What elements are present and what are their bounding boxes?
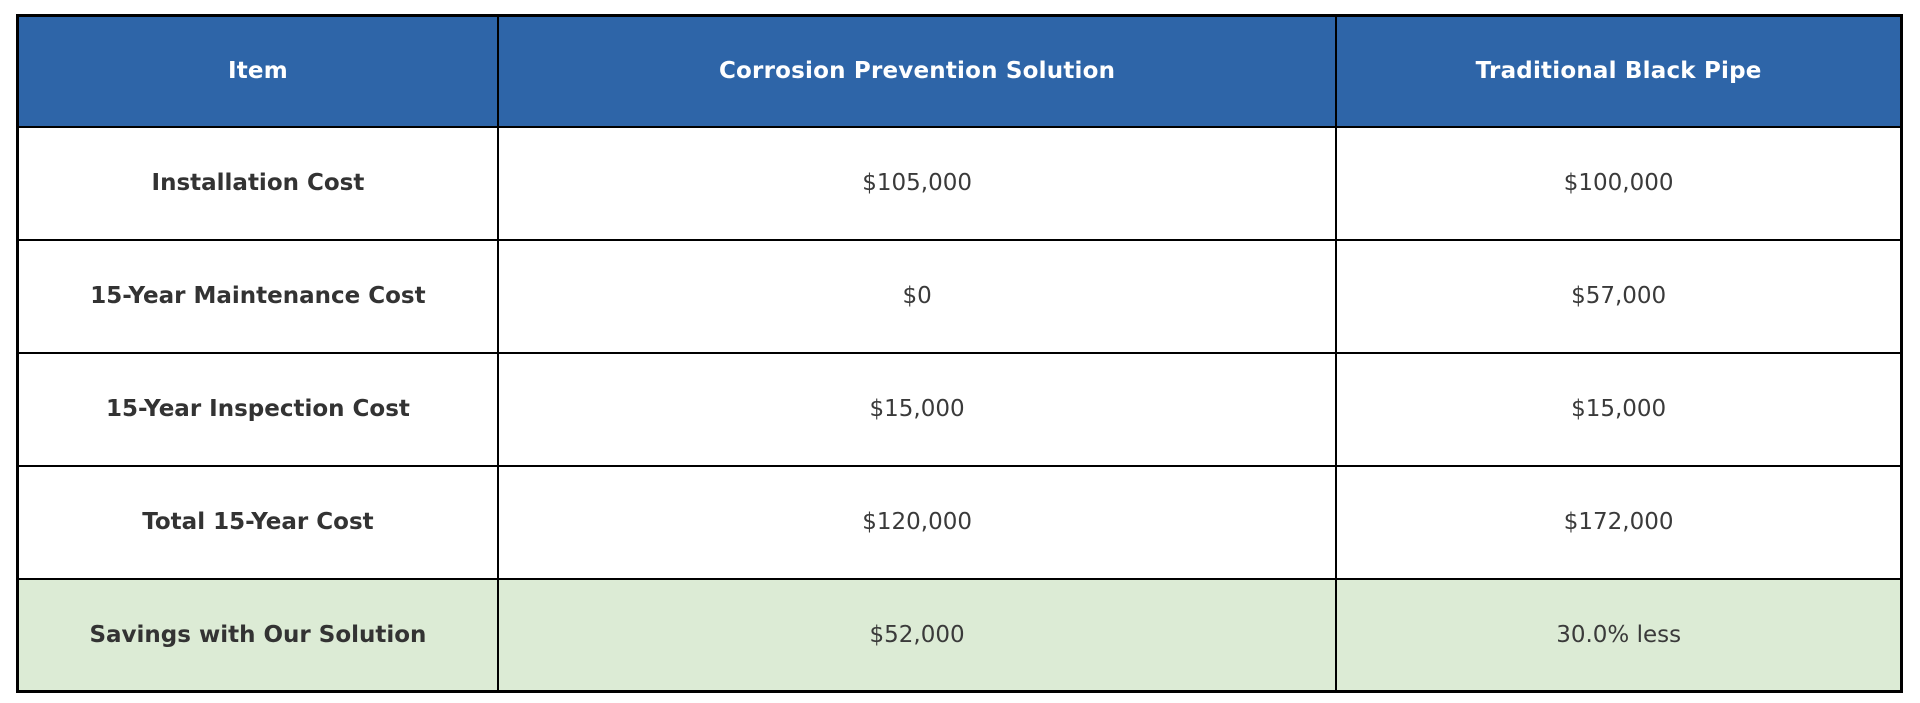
header-row: Item Corrosion Prevention Solution Tradi…: [16, 14, 1903, 128]
column-header-traditional-black-pipe: Traditional Black Pipe: [1335, 14, 1903, 128]
row-label-cell: Total 15-Year Cost: [16, 464, 499, 580]
row-label-cell: 15-Year Maintenance Cost: [16, 238, 499, 354]
column-header-corrosion-prevention-solution: Corrosion Prevention Solution: [496, 14, 1338, 128]
value-cell-solution: $105,000: [496, 125, 1338, 241]
table-body: Installation Cost $105,000 $100,000 15-Y…: [16, 125, 1903, 693]
row-label-cell: 15-Year Inspection Cost: [16, 351, 499, 467]
table-row-savings: Savings with Our Solution $52,000 30.0% …: [16, 577, 1903, 693]
row-label-cell: Installation Cost: [16, 125, 499, 241]
value-cell-traditional: $172,000: [1335, 464, 1903, 580]
value-cell-traditional: $100,000: [1335, 125, 1903, 241]
cost-comparison-table: Item Corrosion Prevention Solution Tradi…: [16, 14, 1903, 693]
column-header-item: Item: [16, 14, 499, 128]
value-cell-solution: $52,000: [496, 577, 1338, 693]
table-header: Item Corrosion Prevention Solution Tradi…: [16, 14, 1903, 128]
value-cell-traditional: $15,000: [1335, 351, 1903, 467]
table-row-total-cost: Total 15-Year Cost $120,000 $172,000: [16, 464, 1903, 580]
value-cell-solution: $120,000: [496, 464, 1338, 580]
value-cell-solution: $15,000: [496, 351, 1338, 467]
value-cell-traditional: $57,000: [1335, 238, 1903, 354]
row-label-cell: Savings with Our Solution: [16, 577, 499, 693]
table-row-maintenance-cost: 15-Year Maintenance Cost $0 $57,000: [16, 238, 1903, 354]
value-cell-traditional: 30.0% less: [1335, 577, 1903, 693]
table-row-inspection-cost: 15-Year Inspection Cost $15,000 $15,000: [16, 351, 1903, 467]
table-row-installation-cost: Installation Cost $105,000 $100,000: [16, 125, 1903, 241]
value-cell-solution: $0: [496, 238, 1338, 354]
